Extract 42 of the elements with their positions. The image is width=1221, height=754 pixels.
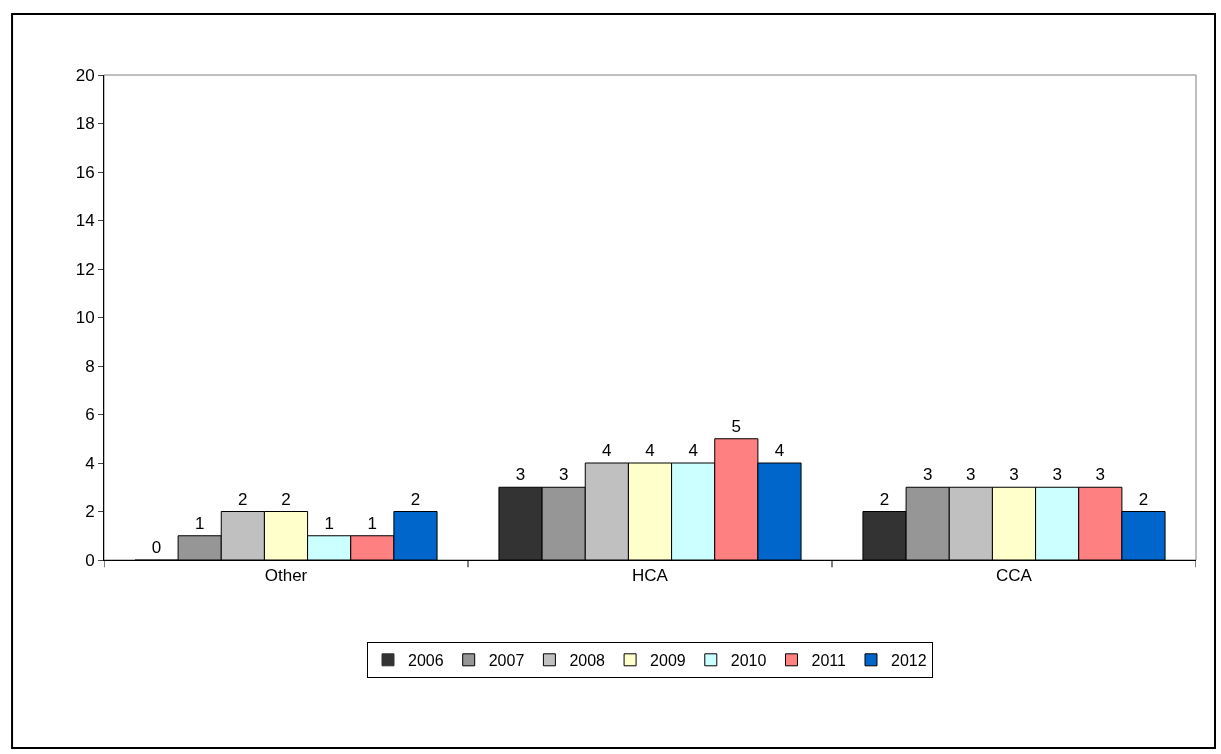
- legend-label: 2012: [890, 652, 927, 670]
- data-label: 4: [774, 441, 785, 460]
- legend-label: 2009: [650, 652, 686, 670]
- y-tick-label: 0: [85, 550, 95, 570]
- legend-label: 2007: [488, 652, 525, 670]
- x-tick-label: HCA: [632, 566, 669, 586]
- data-label: 1: [324, 513, 334, 533]
- data-label: 2: [410, 489, 421, 509]
- data-label: 1: [194, 513, 205, 533]
- data-label: 3: [966, 465, 976, 485]
- x-tick-label: CCA: [996, 566, 1033, 586]
- y-tick-label: 12: [75, 259, 95, 279]
- legend-label: 2010: [730, 652, 767, 670]
- y-tick-label: 14: [75, 211, 95, 231]
- y-tick-label: 20: [75, 65, 95, 85]
- data-label: 4: [645, 441, 655, 460]
- y-tick-label: 6: [85, 405, 95, 425]
- x-tick-label: Other: [264, 566, 308, 586]
- data-label: 4: [688, 441, 698, 460]
- y-tick-label: 8: [85, 356, 95, 376]
- data-label: 3: [1052, 465, 1062, 485]
- data-label: 4: [602, 441, 612, 460]
- data-label: 2: [879, 489, 890, 509]
- data-label: 2: [238, 489, 248, 509]
- data-label: 2: [1138, 489, 1149, 509]
- data-label: 2: [281, 489, 291, 509]
- data-label: 0: [151, 538, 162, 557]
- data-label: 3: [558, 465, 569, 485]
- data-label: 5: [731, 416, 742, 436]
- data-label: 3: [515, 465, 526, 485]
- data-label: 1: [367, 513, 378, 533]
- legend-label: 2008: [569, 652, 606, 670]
- y-tick-label: 4: [85, 453, 95, 473]
- data-label: 3: [922, 465, 933, 485]
- legend-label: 2006: [408, 652, 444, 670]
- y-tick-label: 2: [85, 502, 95, 522]
- data-label: 3: [1095, 465, 1106, 485]
- data-label: 3: [1009, 465, 1019, 485]
- y-tick-label: 18: [75, 114, 95, 134]
- y-tick-label: 16: [75, 162, 95, 182]
- legend-label: 2011: [811, 652, 846, 670]
- y-tick-label: 10: [75, 308, 95, 328]
